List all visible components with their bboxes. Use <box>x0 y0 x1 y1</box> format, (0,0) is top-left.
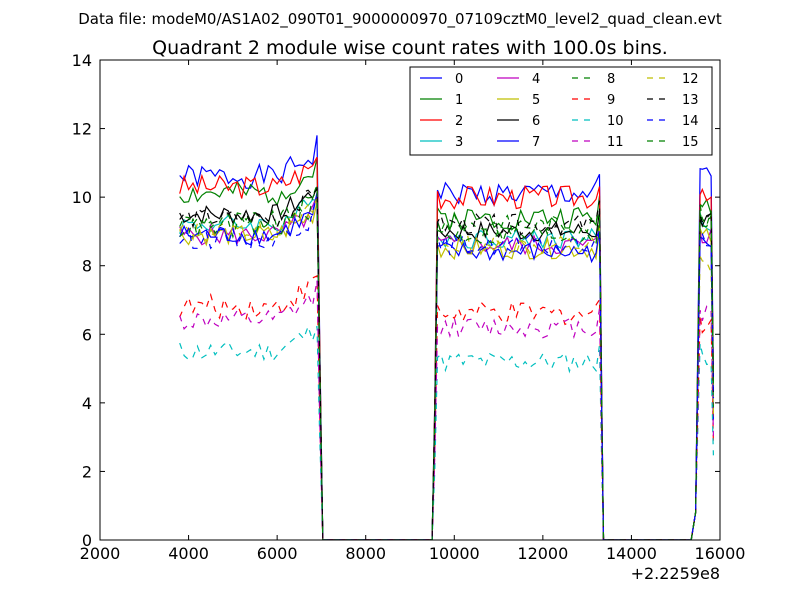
legend-label-0: 0 <box>455 72 463 87</box>
series-line-14 <box>179 194 714 540</box>
series-line-1 <box>179 158 714 540</box>
series-line-8 <box>179 184 714 540</box>
series-line-11 <box>179 280 714 540</box>
series-layer <box>179 135 714 540</box>
series-line-3 <box>179 198 714 540</box>
y-tick-label: 12 <box>72 120 92 139</box>
x-axis-offset-label: +2.2259e8 <box>631 564 720 583</box>
y-tick-label: 10 <box>72 188 92 207</box>
x-tick-label: 12000 <box>517 544 568 563</box>
y-tick-label: 6 <box>82 325 92 344</box>
x-tick-label: 10000 <box>429 544 480 563</box>
x-tick-label: 8000 <box>345 544 386 563</box>
series-line-2 <box>179 156 714 540</box>
series-line-5 <box>179 201 714 540</box>
legend-frame <box>409 66 713 156</box>
y-tick-label: 14 <box>72 51 92 70</box>
x-tick-label: 2000 <box>80 544 121 563</box>
figure-suptitle: Data file: modeM0/AS1A02_090T01_90000009… <box>78 10 722 29</box>
x-tick-label: 14000 <box>606 544 657 563</box>
legend-label-9: 9 <box>607 93 615 108</box>
y-tick-label: 0 <box>82 531 92 550</box>
legend-label-4: 4 <box>532 72 540 87</box>
y-tick-label: 2 <box>82 462 92 481</box>
legend-label-10: 10 <box>607 114 624 129</box>
x-axis: 2000 4000 6000 8000 10000 12000 14000 16000 <box>80 60 746 563</box>
x-tick-label: 16000 <box>695 544 746 563</box>
legend-label-13: 13 <box>682 93 699 108</box>
series-line-12 <box>179 196 714 540</box>
series-line-10 <box>179 324 714 540</box>
legend-label-5: 5 <box>532 93 540 108</box>
plot-frame <box>99 59 721 541</box>
y-tick-label: 4 <box>82 394 92 413</box>
series-line-9 <box>179 274 714 540</box>
legend-label-14: 14 <box>682 114 699 129</box>
legend-label-11: 11 <box>607 135 624 150</box>
legend-label-12: 12 <box>682 72 699 87</box>
legend-label-8: 8 <box>607 72 615 87</box>
legend-label-6: 6 <box>532 114 540 129</box>
series-line-0 <box>179 135 714 540</box>
legend-label-1: 1 <box>455 93 463 108</box>
chart-title: Quadrant 2 module wise count rates with … <box>152 37 668 59</box>
legend-label-7: 7 <box>532 135 540 150</box>
series-line-6 <box>179 186 714 540</box>
legend-label-2: 2 <box>455 114 463 129</box>
legend-label-15: 15 <box>682 135 699 150</box>
x-tick-label: 6000 <box>257 544 298 563</box>
x-tick-label: 4000 <box>168 544 209 563</box>
legend-label-3: 3 <box>455 135 463 150</box>
y-tick-label: 8 <box>82 257 92 276</box>
